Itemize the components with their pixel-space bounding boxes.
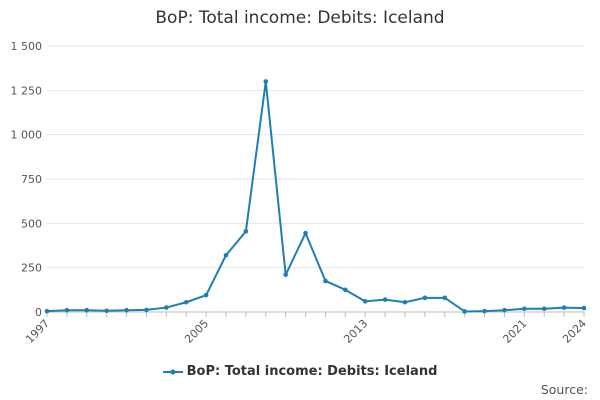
y-tick-label: 500 (21, 217, 42, 230)
data-point[interactable] (522, 306, 527, 312)
data-point[interactable] (402, 299, 408, 305)
data-point[interactable] (502, 307, 507, 313)
data-point[interactable] (84, 307, 90, 313)
data-point[interactable] (422, 295, 428, 301)
y-axis: 0 250 500 750 1 000 1 250 1 500 (11, 40, 43, 319)
data-point[interactable] (442, 295, 448, 301)
data-point[interactable] (144, 307, 149, 313)
chart-title: BoP: Total income: Debits: Iceland (155, 8, 445, 28)
x-axis: 1997 2005 2013 2021 2024 (23, 312, 589, 346)
x-tick-label: 2021 (500, 317, 529, 346)
data-point[interactable] (203, 292, 209, 298)
x-tick-label: 2005 (182, 317, 211, 346)
data-point[interactable] (362, 299, 368, 304)
legend-label: BoP: Total income: Debits: Iceland (186, 364, 438, 379)
x-tick-label: 1997 (23, 317, 52, 346)
data-point[interactable] (243, 229, 249, 234)
data-point[interactable] (541, 306, 547, 312)
y-tick-label: 0 (35, 306, 42, 319)
y-tick-label: 250 (21, 262, 42, 275)
data-point[interactable] (581, 305, 587, 311)
legend-swatch (162, 369, 183, 374)
data-point[interactable] (561, 305, 567, 310)
data-point[interactable] (124, 307, 129, 313)
data-point[interactable] (303, 230, 308, 236)
data-point[interactable] (283, 272, 288, 278)
series-line (46, 80, 585, 313)
series-layer (44, 79, 587, 314)
data-point[interactable] (462, 309, 467, 314)
legend[interactable]: BoP: Total income: Debits: Iceland (0, 364, 600, 379)
data-point[interactable] (382, 297, 388, 302)
y-tick-label: 1 500 (11, 40, 43, 53)
data-point[interactable] (44, 308, 50, 314)
data-point[interactable] (323, 278, 328, 284)
data-point[interactable] (183, 299, 189, 305)
data-point[interactable] (223, 252, 229, 258)
data-point[interactable] (263, 79, 269, 84)
data-point[interactable] (482, 308, 487, 314)
gridlines (47, 45, 584, 313)
data-point[interactable] (343, 287, 348, 293)
y-tick-label: 1 000 (11, 129, 43, 142)
x-tick-label: 2013 (341, 317, 370, 346)
data-point[interactable] (64, 307, 70, 313)
x-tick-label: 2024 (560, 317, 589, 346)
data-point[interactable] (164, 305, 169, 310)
source-label: Source: (540, 382, 588, 397)
y-tick-label: 1 250 (11, 84, 43, 97)
data-point[interactable] (104, 308, 109, 314)
y-tick-label: 750 (21, 173, 42, 186)
